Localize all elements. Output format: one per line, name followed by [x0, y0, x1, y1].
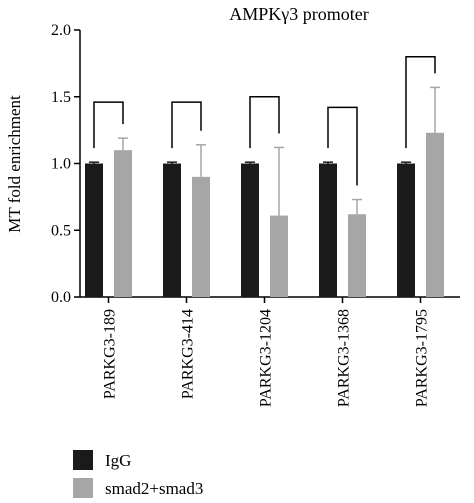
comparison-bracket — [327, 106, 358, 186]
x-tick-label: PARKG3-189 — [102, 309, 119, 399]
legend-swatch-igg — [73, 450, 93, 470]
legend-swatch-smad — [73, 478, 93, 498]
comparison-bracket — [171, 101, 202, 149]
bar-smad — [270, 215, 288, 297]
bar-smad — [114, 150, 132, 297]
y-axis-label: MT fold enrichment — [5, 95, 24, 233]
y-tick-label: 2.0 — [51, 22, 71, 39]
comparison-bracket — [249, 96, 280, 149]
legend-label-igg: IgG — [105, 451, 131, 470]
x-tick-label: PARKG3-1368 — [336, 309, 353, 407]
comparison-bracket — [405, 55, 436, 149]
legend: IgG smad2+smad3 — [73, 450, 203, 498]
bar-igg — [163, 163, 181, 297]
bar-igg — [241, 163, 259, 297]
comparison-bracket — [93, 101, 124, 149]
bar-smad — [426, 132, 444, 297]
plot-area: 0.0 0.5 1.0 1.5 2.0 PARKG3-189 PARKG3-414 PARKG… — [51, 22, 460, 407]
bar-igg — [319, 163, 337, 297]
legend-label-smad: smad2+smad3 — [105, 479, 203, 498]
bar-igg — [85, 163, 103, 297]
y-tick-label: 1.5 — [51, 89, 71, 106]
chart-title: AMPKγ3 promoter — [229, 4, 368, 24]
x-tick-label: PARKG3-1795 — [414, 309, 431, 407]
x-tick-label: PARKG3-414 — [180, 309, 197, 399]
x-tick-label: PARKG3-1204 — [258, 309, 275, 407]
y-tick-label: 0.5 — [51, 222, 71, 239]
bar-smad — [192, 176, 210, 297]
y-tick-label: 0.0 — [51, 289, 71, 306]
bar-igg — [397, 163, 415, 297]
bar-smad — [348, 214, 366, 297]
y-tick-label: 1.0 — [51, 156, 71, 173]
